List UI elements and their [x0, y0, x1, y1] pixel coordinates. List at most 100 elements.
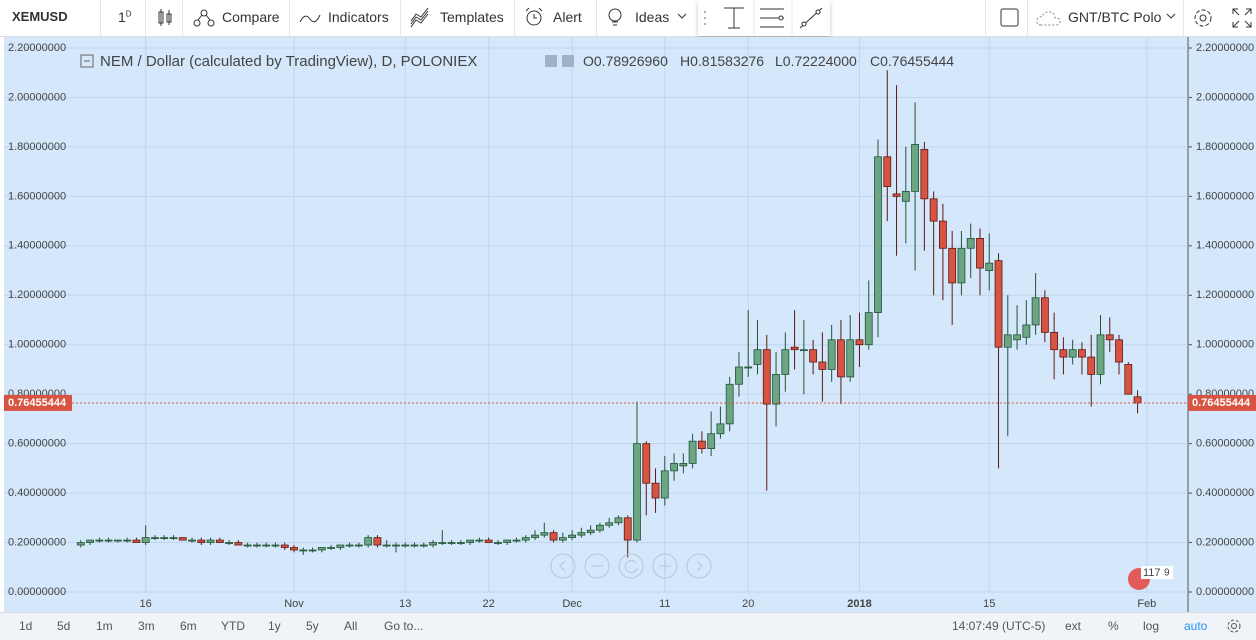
- candles-icon[interactable]: [156, 8, 174, 28]
- settings-icon[interactable]: [562, 55, 574, 67]
- ohlc-value: C0.76455444: [870, 53, 954, 69]
- candle-body: [503, 539, 512, 543]
- candle-body: [994, 260, 1003, 348]
- range-button[interactable]: 1d: [19, 619, 33, 633]
- collapse-button[interactable]: [80, 54, 94, 68]
- interval[interactable]: 1D: [118, 9, 132, 25]
- scroll-left[interactable]: [550, 553, 576, 579]
- candle-body: [549, 532, 558, 541]
- badge-box: [1141, 566, 1173, 579]
- scroll-right[interactable]: [686, 553, 712, 579]
- candle-body: [920, 148, 929, 200]
- ohlc-key: C: [870, 53, 880, 69]
- candle-body: [1133, 396, 1142, 404]
- candle-body: [345, 544, 354, 547]
- option-button[interactable]: %: [1108, 619, 1119, 633]
- symbol[interactable]: XEMUSD: [12, 9, 68, 24]
- candle-body: [716, 423, 725, 435]
- indicators-button[interactable]: Indicators: [328, 9, 389, 25]
- y-tick-label-right: 1.20000000: [1196, 289, 1254, 301]
- candle-body: [280, 544, 289, 548]
- candle-body: [1124, 364, 1133, 395]
- zoom-out[interactable]: [584, 553, 610, 579]
- nav-buttons: [550, 553, 712, 579]
- candle-body: [957, 247, 966, 284]
- ideas-icon[interactable]: [606, 7, 624, 29]
- candle-body: [660, 470, 669, 499]
- alert-icon[interactable]: [524, 7, 546, 29]
- ohlc-key: H: [680, 53, 690, 69]
- range-button[interactable]: 5d: [57, 619, 71, 633]
- candle-body: [178, 537, 187, 541]
- reset[interactable]: [618, 553, 644, 579]
- eye-icon[interactable]: [545, 55, 557, 67]
- range-button[interactable]: 6m: [180, 619, 197, 633]
- option-button[interactable]: log: [1143, 619, 1160, 633]
- zoom-in[interactable]: [652, 553, 678, 579]
- range-button[interactable]: All: [344, 619, 358, 633]
- top-toolbar: XEMUSD 1D Compare Indicators Templates A…: [0, 0, 1256, 37]
- candle-body: [354, 544, 363, 547]
- goto-button[interactable]: Go to...: [384, 619, 424, 633]
- candle-body: [1059, 349, 1068, 358]
- candle-body: [558, 537, 567, 541]
- separator: [182, 0, 183, 36]
- settings-icon[interactable]: [1192, 7, 1214, 29]
- chart-title: NEM / Dollar (calculated by TradingView)…: [100, 53, 477, 70]
- ideas-button[interactable]: Ideas: [635, 9, 670, 25]
- drawing-panel: [698, 0, 830, 36]
- candle-body: [790, 346, 799, 351]
- range-button[interactable]: 1y: [268, 619, 281, 633]
- compare-icon[interactable]: [192, 8, 216, 28]
- fullscreen-icon[interactable]: [1232, 8, 1252, 28]
- candle-body: [456, 542, 465, 544]
- candle-body: [317, 547, 326, 551]
- candle-body: [762, 349, 771, 405]
- settings-icon[interactable]: [1226, 618, 1242, 634]
- candle-body: [781, 349, 790, 375]
- separator: [1027, 0, 1028, 36]
- caret[interactable]: [1166, 13, 1176, 21]
- caret[interactable]: [677, 13, 687, 21]
- range-button[interactable]: 5y: [306, 619, 319, 633]
- select-box[interactable]: [1000, 8, 1020, 28]
- candle-body: [253, 544, 261, 547]
- candle-body: [382, 544, 391, 547]
- candle-body: [633, 443, 641, 541]
- compare-button[interactable]: Compare: [222, 9, 280, 25]
- candle-body: [188, 539, 196, 542]
- chart: 0.00000000 0.00000000 0.20000000 0.20000000…: [4, 37, 1256, 612]
- range-button[interactable]: 3m: [138, 619, 155, 633]
- candle-body: [76, 542, 85, 546]
- cloud-icon[interactable]: [1036, 9, 1062, 27]
- candle-body: [1050, 331, 1059, 351]
- y-tick-label-right: 1.00000000: [1196, 339, 1254, 351]
- candle-body: [151, 537, 159, 539]
- range-button[interactable]: 1m: [96, 619, 113, 633]
- watchlist[interactable]: GNT/BTC Polo: [1068, 9, 1162, 25]
- candle-body: [364, 537, 373, 546]
- x-tick-label: 13: [399, 598, 411, 610]
- candles: 0.76455444 0.76455444: [4, 70, 1256, 558]
- candle-body: [568, 534, 576, 538]
- templates-icon[interactable]: [410, 8, 432, 28]
- candle-body: [966, 237, 975, 249]
- templates-button[interactable]: Templates: [440, 9, 504, 25]
- indicators-icon[interactable]: [299, 10, 321, 26]
- y-tick-label: 1.20000000: [8, 289, 66, 301]
- y-tick-label: 2.20000000: [8, 42, 66, 54]
- ohlc-text: 0.81583276: [690, 53, 764, 69]
- option-button[interactable]: ext: [1065, 619, 1082, 633]
- candle-body: [401, 544, 410, 547]
- candle-body: [197, 539, 206, 543]
- candle-body: [494, 542, 502, 544]
- candle-body: [623, 517, 632, 541]
- candle-body: [225, 542, 234, 544]
- separator: [100, 0, 101, 36]
- candle-body: [929, 198, 938, 222]
- alert-button[interactable]: Alert: [553, 9, 582, 25]
- option-button[interactable]: auto: [1184, 619, 1208, 633]
- time-axis: [4, 592, 1188, 612]
- candle-body: [688, 440, 697, 464]
- range-button[interactable]: YTD: [221, 619, 245, 633]
